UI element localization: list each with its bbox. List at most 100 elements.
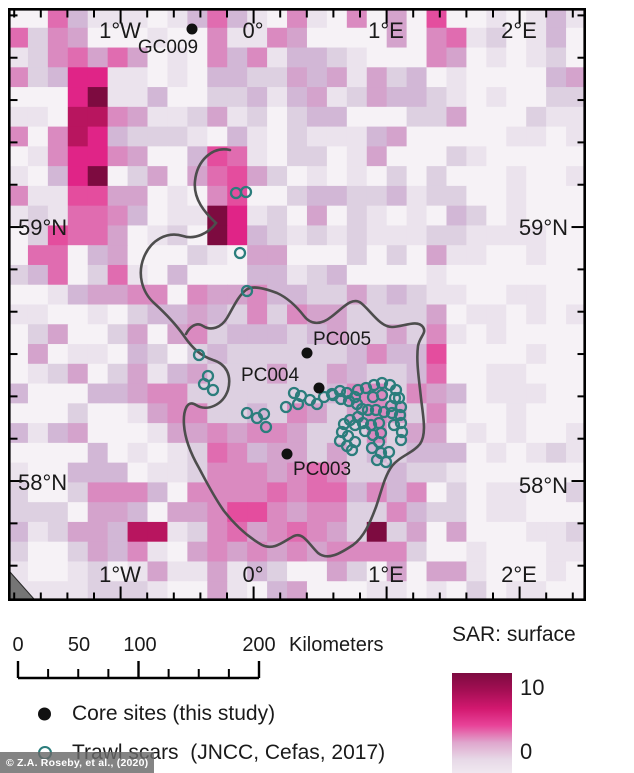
sar-cell xyxy=(107,344,129,365)
sar-cell xyxy=(326,225,348,246)
sar-cell xyxy=(486,403,507,424)
sar-cell xyxy=(326,166,348,187)
sar-cell xyxy=(386,185,408,207)
sar-cell xyxy=(87,205,109,226)
sar-cell xyxy=(67,106,89,128)
sar-cell xyxy=(127,521,149,543)
sar-cell xyxy=(426,205,447,226)
sar-cell xyxy=(147,561,168,582)
sar-cell xyxy=(306,304,328,325)
sar-cell xyxy=(566,106,587,128)
sar-cell xyxy=(287,8,308,29)
scale-bar: 0 50 100 200 Kilometers xyxy=(8,625,448,695)
sar-cell xyxy=(187,67,208,88)
sar-cell xyxy=(406,521,428,543)
sar-cell xyxy=(47,67,69,88)
sar-cell xyxy=(486,8,507,29)
sar-cell xyxy=(566,304,587,325)
sar-cell xyxy=(506,225,527,246)
sar-cell xyxy=(187,284,208,305)
sar-cell xyxy=(47,423,69,444)
sar-cell xyxy=(446,67,467,88)
sar-cell xyxy=(147,146,168,167)
sar-cell xyxy=(287,561,308,582)
sar-cell xyxy=(306,284,328,305)
sar-color-legend: SAR: surface 10 0 xyxy=(452,623,634,773)
sar-cell xyxy=(426,324,447,345)
sar-cell xyxy=(566,264,587,286)
sar-cell xyxy=(227,126,248,147)
sar-cell xyxy=(366,344,388,365)
sar-cell xyxy=(406,581,428,602)
sar-cell xyxy=(326,324,348,345)
sar-cell xyxy=(247,502,268,523)
sar-cell xyxy=(267,245,288,266)
sar-cell xyxy=(67,403,89,424)
sar-cell xyxy=(147,106,168,128)
sar-cell xyxy=(247,581,268,602)
sar-cell xyxy=(107,146,129,167)
lon-label-top: 2°E xyxy=(501,18,537,43)
sar-cell xyxy=(366,27,388,49)
sar-cell xyxy=(267,561,288,582)
sar-cell xyxy=(67,185,89,207)
sar-cell xyxy=(147,344,168,365)
sar-cell xyxy=(247,324,268,345)
sar-cell xyxy=(167,8,188,29)
sar-cell xyxy=(346,344,368,365)
lat-label-right: 59°N xyxy=(519,215,568,240)
legend-label-core-sites: Core sites (this study) xyxy=(72,702,276,725)
sar-cell xyxy=(506,126,527,147)
sar-cell xyxy=(486,284,507,305)
sar-cell xyxy=(27,284,49,305)
sar-cell xyxy=(27,502,49,523)
sar-cell xyxy=(87,67,109,88)
sar-cell xyxy=(426,482,447,503)
sar-cell xyxy=(127,264,149,286)
sar-cell xyxy=(506,27,527,49)
sar-cell xyxy=(466,146,487,167)
sar-cell xyxy=(386,324,408,345)
sar-cell xyxy=(566,126,587,147)
sar-cell xyxy=(8,225,29,246)
sar-cell xyxy=(287,502,308,523)
sar-cell xyxy=(526,324,547,345)
sar-cell xyxy=(386,47,408,68)
sar-cell xyxy=(426,264,447,286)
sar-cell xyxy=(47,8,69,29)
lon-label-bottom: 1°E xyxy=(368,562,404,587)
trawl-scar-marker xyxy=(394,433,408,447)
sar-cell xyxy=(167,423,188,444)
sar-cell xyxy=(107,304,129,325)
sar-cell xyxy=(267,87,288,108)
sar-cell xyxy=(227,166,248,187)
sar-cell xyxy=(306,324,328,345)
sar-cell xyxy=(506,47,527,68)
sar-cell xyxy=(386,284,408,305)
sar-cell xyxy=(486,363,507,385)
sar-cell xyxy=(267,304,288,325)
sar-cell xyxy=(47,541,69,562)
sar-cell xyxy=(167,47,188,68)
sar-cell xyxy=(426,166,447,187)
sar-cell xyxy=(247,166,268,187)
sar-cell xyxy=(526,502,547,523)
sar-cell xyxy=(167,344,188,365)
sar-cell xyxy=(386,27,408,49)
lon-label-bottom: 2°E xyxy=(501,562,537,587)
sar-cell xyxy=(107,284,129,305)
sar-cell xyxy=(247,8,268,29)
sar-cell xyxy=(27,245,49,266)
sar-cell xyxy=(326,106,348,128)
sar-cell xyxy=(446,541,467,562)
sar-cell xyxy=(426,47,447,68)
sar-cell xyxy=(207,423,228,444)
sar-cell xyxy=(227,205,248,226)
sar-cell xyxy=(267,383,288,404)
sar-cell xyxy=(8,541,29,562)
sar-cell xyxy=(27,146,49,167)
sar-cell xyxy=(207,87,228,108)
sar-cell xyxy=(566,442,587,464)
sar-cell xyxy=(267,344,288,365)
sar-cell xyxy=(566,67,587,88)
